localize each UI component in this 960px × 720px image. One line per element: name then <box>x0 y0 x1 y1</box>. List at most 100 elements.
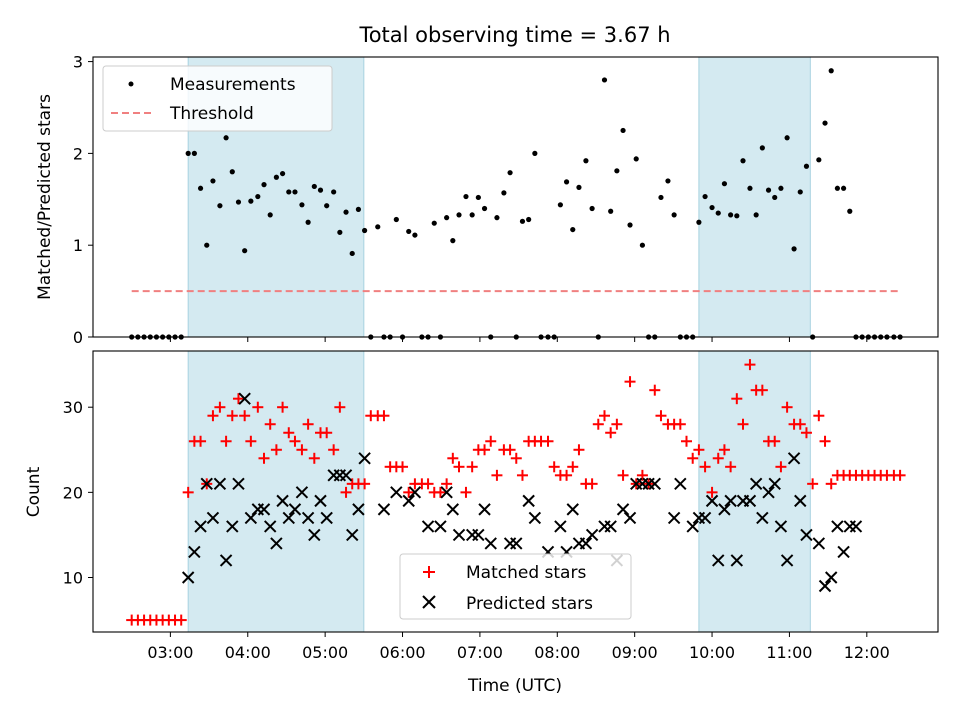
measurement-point <box>286 189 292 195</box>
predicted-star-point <box>226 520 239 533</box>
measurement-point <box>797 189 803 195</box>
top-panel: 0 1 2 3 Matched/Predicted stars Measurement… <box>35 53 939 347</box>
measurement-point <box>406 228 412 235</box>
matched-star-point <box>624 376 636 388</box>
measurement-point <box>242 248 248 254</box>
predicted-star-point <box>194 520 207 533</box>
measurement-point <box>614 168 620 174</box>
bottom-legend: Matched stars Predicted stars <box>399 553 632 620</box>
matched-star-point <box>775 461 787 473</box>
measurement-point <box>393 216 399 223</box>
matched-star-point <box>825 478 837 490</box>
shaded-interval-1 <box>698 56 811 338</box>
matched-star-point <box>334 401 346 413</box>
measurement-point <box>557 202 563 208</box>
predicted-star-point <box>686 520 699 533</box>
matched-star-point <box>289 435 301 447</box>
x-tick-label: 08:00 <box>534 643 580 662</box>
predicted-star-point <box>452 528 466 542</box>
measurement-point <box>639 242 646 248</box>
measurement-point <box>292 189 298 195</box>
predicted-star-point <box>749 477 763 491</box>
predicted-star-point <box>465 528 479 542</box>
predicted-star-point <box>301 511 315 525</box>
measurement-point <box>223 135 229 141</box>
measurement-point <box>210 178 216 184</box>
predicted-star-point <box>478 503 491 516</box>
predicted-star-point <box>308 528 321 542</box>
predicted-star-point <box>648 477 661 491</box>
matched-star-point <box>769 435 781 447</box>
matched-star-point <box>693 444 705 456</box>
predicted-star-point <box>800 528 813 542</box>
measurement-point <box>828 68 834 74</box>
predicted-star-point <box>768 477 781 491</box>
predicted-star-point <box>346 528 359 542</box>
predicted-star-point <box>579 537 593 550</box>
top-y-tick-label: 0 <box>73 328 83 347</box>
predicted-star-point <box>510 537 523 550</box>
bottom-y-tick-label: 30 <box>63 398 83 417</box>
measurement-point <box>494 215 500 221</box>
measurement-point <box>229 169 235 175</box>
measurement-point <box>728 212 734 218</box>
measurement-point <box>570 226 576 233</box>
x-tick-label: 04:00 <box>225 643 271 662</box>
measurement-point <box>355 206 362 212</box>
measurement-point <box>633 156 639 162</box>
measurement-point <box>267 212 273 218</box>
predicted-star-point <box>408 486 422 499</box>
measurement-point <box>627 222 633 228</box>
measurement-point <box>583 158 589 164</box>
measurement-point <box>431 220 437 226</box>
matched-star-point <box>175 614 187 626</box>
matched-star-point <box>453 461 465 473</box>
predicted-star-point <box>288 503 302 516</box>
predicted-star-point <box>705 494 719 508</box>
measurement-point <box>765 187 772 193</box>
predicted-star-point <box>667 511 681 525</box>
measurement-point <box>204 242 210 248</box>
matched-star-point <box>617 469 629 481</box>
predicted-star-point <box>812 537 826 550</box>
predicted-star-point <box>295 486 309 499</box>
top-legend: Measurements Threshold <box>102 65 333 132</box>
predicted-star-point <box>421 520 435 533</box>
measurement-point <box>753 212 759 218</box>
matched-star-point <box>485 435 497 447</box>
measurement-point <box>305 219 311 225</box>
measurement-point <box>217 203 223 209</box>
matched-star-point <box>567 461 579 473</box>
bottom-y-axis-label: Count <box>24 466 44 517</box>
x-tick-label: 12:00 <box>844 643 890 662</box>
predicted-star-point <box>528 511 542 525</box>
matched-star-point <box>681 435 693 447</box>
matched-star-point <box>466 461 478 473</box>
predicted-star-point <box>780 554 794 567</box>
predicted-star-point <box>314 494 327 508</box>
predicted-star-point <box>472 528 485 542</box>
matched-star-point <box>239 410 251 422</box>
measurement-point <box>235 199 242 205</box>
matched-star-point <box>586 478 598 490</box>
matched-star-point <box>491 469 503 481</box>
measurement-point <box>822 120 828 126</box>
matched-star-point <box>592 418 604 430</box>
x-tick-label: 10:00 <box>689 643 735 662</box>
top-ticks: 0 1 2 3 <box>73 53 868 347</box>
predicted-star-point <box>831 520 844 533</box>
predicted-star-point <box>232 477 245 491</box>
matched-star-point <box>598 410 610 422</box>
matched-star-point <box>756 384 768 396</box>
measurement-point <box>519 218 526 224</box>
matched-star-point <box>561 469 573 481</box>
measurement-point <box>375 224 381 230</box>
predicted-star-point <box>219 554 233 567</box>
matched-star-point <box>894 469 906 481</box>
measurement-point <box>696 219 702 225</box>
measurement-point <box>324 203 330 209</box>
legend-predicted-label: Predicted stars <box>466 594 593 614</box>
measurement-point <box>299 202 305 208</box>
measurement-point <box>620 127 626 134</box>
matched-star-point <box>712 452 724 464</box>
